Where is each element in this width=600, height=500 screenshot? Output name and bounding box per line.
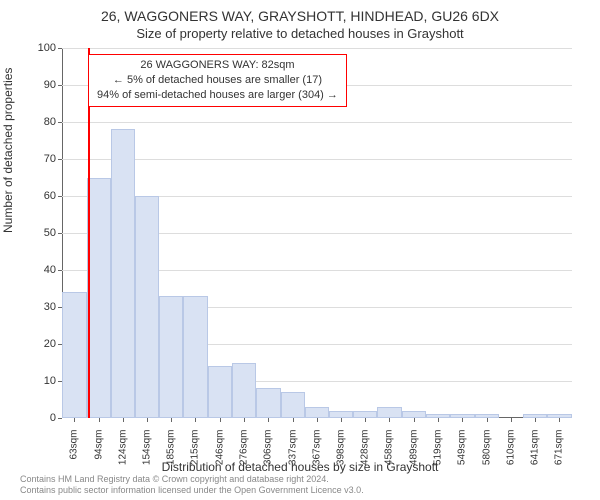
- histogram-bar: [353, 411, 377, 418]
- x-tick-label: 337sqm: [287, 430, 298, 470]
- annotation-line-1: 26 WAGGONERS WAY: 82sqm: [97, 58, 338, 73]
- y-tick-mark: [58, 381, 62, 382]
- histogram-bar: [232, 363, 256, 419]
- x-tick-label: 489sqm: [408, 430, 419, 470]
- x-tick-label: 215sqm: [190, 430, 201, 470]
- x-tick-label: 641sqm: [530, 430, 541, 470]
- x-tick-label: 367sqm: [311, 430, 322, 470]
- x-tick-mark: [293, 418, 294, 422]
- gridline: [62, 48, 572, 49]
- y-axis-label: Number of detached properties: [1, 68, 15, 233]
- y-tick-mark: [58, 48, 62, 49]
- histogram-bar: [281, 392, 305, 418]
- y-tick-mark: [58, 344, 62, 345]
- y-tick-mark: [58, 418, 62, 419]
- x-tick-label: 276sqm: [238, 430, 249, 470]
- x-tick-label: 94sqm: [93, 430, 104, 470]
- y-tick-label: 90: [16, 79, 56, 91]
- attribution-line-2: Contains public sector information licen…: [20, 485, 364, 496]
- x-tick-mark: [244, 418, 245, 422]
- x-tick-label: 306sqm: [262, 430, 273, 470]
- histogram-bar: [111, 129, 135, 418]
- y-tick-label: 50: [16, 227, 56, 239]
- x-tick-label: 185sqm: [166, 430, 177, 470]
- x-tick-mark: [99, 418, 100, 422]
- y-tick-label: 20: [16, 338, 56, 350]
- x-tick-label: 398sqm: [336, 430, 347, 470]
- y-tick-mark: [58, 122, 62, 123]
- y-tick-mark: [58, 307, 62, 308]
- y-tick-mark: [58, 233, 62, 234]
- y-tick-label: 40: [16, 264, 56, 276]
- x-tick-label: 458sqm: [384, 430, 395, 470]
- x-tick-label: 671sqm: [554, 430, 565, 470]
- x-tick-label: 549sqm: [456, 430, 467, 470]
- histogram-bar: [62, 292, 87, 418]
- attribution-text: Contains HM Land Registry data © Crown c…: [20, 474, 364, 496]
- y-tick-label: 70: [16, 153, 56, 165]
- x-tick-mark: [511, 418, 512, 422]
- x-tick-mark: [438, 418, 439, 422]
- x-tick-mark: [123, 418, 124, 422]
- x-tick-mark: [414, 418, 415, 422]
- y-tick-mark: [58, 85, 62, 86]
- y-tick-label: 60: [16, 190, 56, 202]
- gridline: [62, 159, 572, 160]
- histogram-bar: [402, 411, 426, 418]
- x-tick-mark: [74, 418, 75, 422]
- x-tick-mark: [147, 418, 148, 422]
- annotation-line-2: ← 5% of detached houses are smaller (17): [97, 73, 338, 88]
- y-tick-mark: [58, 196, 62, 197]
- x-tick-mark: [365, 418, 366, 422]
- gridline: [62, 122, 572, 123]
- page-subtitle: Size of property relative to detached ho…: [0, 26, 600, 41]
- y-tick-label: 30: [16, 301, 56, 313]
- x-tick-mark: [559, 418, 560, 422]
- x-tick-mark: [220, 418, 221, 422]
- histogram-bar: [377, 407, 402, 418]
- x-tick-label: 428sqm: [360, 430, 371, 470]
- x-tick-mark: [195, 418, 196, 422]
- histogram-bar: [256, 388, 281, 418]
- x-tick-label: 519sqm: [432, 430, 443, 470]
- x-tick-mark: [462, 418, 463, 422]
- histogram-bar: [159, 296, 183, 418]
- histogram-bar: [329, 411, 353, 418]
- y-tick-label: 0: [16, 412, 56, 424]
- histogram-bar: [87, 178, 111, 419]
- histogram-bar: [208, 366, 232, 418]
- x-tick-mark: [268, 418, 269, 422]
- x-tick-mark: [341, 418, 342, 422]
- x-tick-label: 610sqm: [505, 430, 516, 470]
- y-tick-label: 80: [16, 116, 56, 128]
- y-tick-label: 10: [16, 375, 56, 387]
- x-tick-mark: [317, 418, 318, 422]
- histogram-bar: [305, 407, 330, 418]
- annotation-box: 26 WAGGONERS WAY: 82sqm ← 5% of detached…: [88, 54, 347, 107]
- x-tick-label: 124sqm: [117, 430, 128, 470]
- y-tick-mark: [58, 159, 62, 160]
- y-tick-mark: [58, 270, 62, 271]
- x-tick-label: 246sqm: [215, 430, 226, 470]
- x-tick-label: 63sqm: [68, 430, 79, 470]
- x-tick-mark: [535, 418, 536, 422]
- x-tick-mark: [487, 418, 488, 422]
- x-tick-label: 154sqm: [141, 430, 152, 470]
- attribution-line-1: Contains HM Land Registry data © Crown c…: [20, 474, 364, 485]
- histogram-bar: [183, 296, 208, 418]
- page-title: 26, WAGGONERS WAY, GRAYSHOTT, HINDHEAD, …: [0, 8, 600, 24]
- x-tick-mark: [389, 418, 390, 422]
- y-tick-label: 100: [16, 42, 56, 54]
- histogram-bar: [135, 196, 160, 418]
- x-tick-label: 580sqm: [481, 430, 492, 470]
- x-tick-mark: [171, 418, 172, 422]
- annotation-line-3: 94% of semi-detached houses are larger (…: [97, 88, 338, 103]
